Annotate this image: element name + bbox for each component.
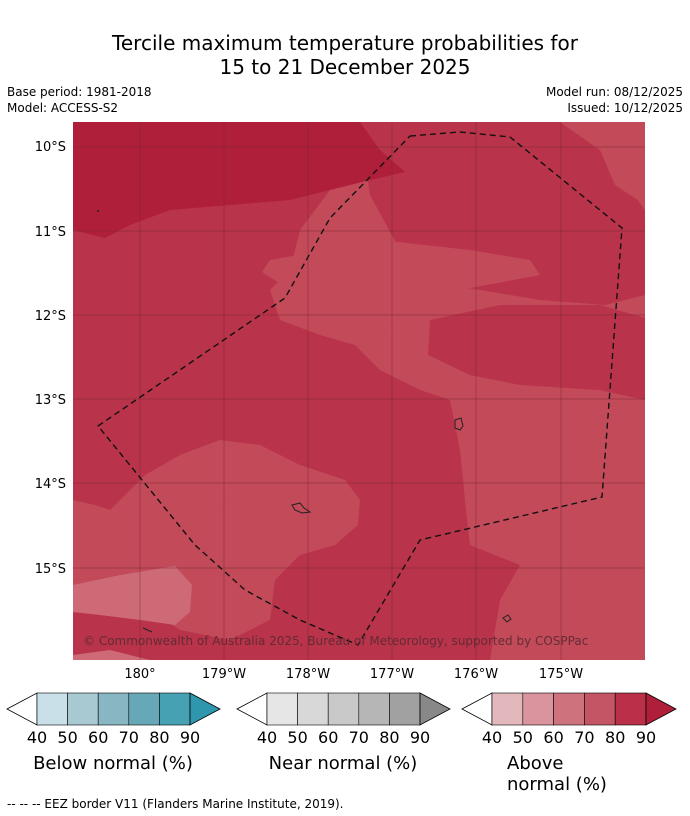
colorbar-tick-label: 50 <box>287 728 308 747</box>
region-70-80-lower-right <box>465 480 645 660</box>
lon-label: 179°W <box>202 667 246 682</box>
base-period: Base period: 1981-2018 <box>7 85 152 99</box>
eez-border <box>96 131 623 646</box>
model-run: Model run: 08/12/2025 <box>545 85 683 99</box>
eez-footnote: -- -- -- EEZ border V11 (Flanders Marine… <box>7 797 344 811</box>
meta-right: Model run: 08/12/2025 Issued: 10/12/2025 <box>546 84 683 116</box>
lat-labels: 10°S 11°S 12°S 13°S 14°S 15°S <box>35 140 66 577</box>
colorbar-segment <box>614 692 647 726</box>
lon-label: 178°W <box>286 667 330 682</box>
title-line-2: 15 to 21 December 2025 <box>219 55 471 79</box>
colorbar-segment <box>67 692 99 726</box>
colorbar-tick-label: 70 <box>118 728 139 747</box>
region-80-90-left <box>73 122 520 660</box>
colorbar-segment <box>159 692 191 726</box>
colorbar-segment <box>522 692 554 726</box>
colorbar-tick-label: 40 <box>481 728 503 747</box>
colorbar-extend-high <box>419 692 451 726</box>
colorbar-tick-label: 70 <box>348 728 369 747</box>
colorbar-tick-label: 50 <box>57 728 78 747</box>
lon-label: 175°W <box>539 667 583 682</box>
colorbar-extend-low <box>461 692 493 726</box>
lat-label: 11°S <box>35 225 66 240</box>
colorbar-tick-label: 90 <box>409 728 431 747</box>
region-70-80-topright <box>560 122 645 205</box>
chart-title: Tercile maximum temperature probabilitie… <box>0 31 690 79</box>
lat-label: 12°S <box>35 309 66 324</box>
colorbar-segment <box>389 692 421 726</box>
colorbar-segment <box>128 692 160 726</box>
colorbar-title: Below normal (%) <box>33 753 193 774</box>
map-area: © Commonwealth of Australia 2025, Bureau… <box>73 122 645 660</box>
colorbar-tick-label: 40 <box>26 728 48 747</box>
colorbar-title: Above normal (%) <box>507 753 607 795</box>
lon-label: 177°W <box>370 667 414 682</box>
lat-label: 13°S <box>35 393 66 408</box>
island-icon <box>97 210 99 212</box>
colorbar-tick-label: 90 <box>179 728 201 747</box>
colorbar-segment <box>358 692 390 726</box>
island-icon <box>454 417 464 431</box>
colorbar-extend-low <box>236 692 268 726</box>
colorbar-segment <box>553 692 585 726</box>
region-60-70 <box>73 566 192 625</box>
colorbar-tick-label: 80 <box>149 728 170 747</box>
island-icon <box>502 614 512 623</box>
colorbar-tick-label: 60 <box>318 728 339 747</box>
region-70-80-band <box>262 240 540 335</box>
colorbar-tick-label: 80 <box>379 728 400 747</box>
colorbar-extend-high <box>645 692 677 726</box>
lat-label: 14°S <box>35 477 66 492</box>
island-icon <box>291 502 312 514</box>
colorbar-segment <box>584 692 616 726</box>
colorbar-segment <box>97 692 130 726</box>
colorbars <box>6 692 677 726</box>
colorbar-extend-high <box>189 692 221 726</box>
colorbar-tick-label: 40 <box>256 728 278 747</box>
colorbar-tick-label: 80 <box>605 728 626 747</box>
colorbar-segment <box>297 692 329 726</box>
issued-date: Issued: 10/12/2025 <box>567 101 683 115</box>
colorbar-tick-label: 50 <box>512 728 533 747</box>
colorbar-tick-label: 70 <box>574 728 595 747</box>
colorbar-extend-low <box>6 692 38 726</box>
colorbar-segment <box>266 692 298 726</box>
region-80-90-right <box>428 305 645 400</box>
island-icon <box>142 627 153 633</box>
lat-label: 10°S <box>35 140 66 155</box>
colorbar-tick-label: 60 <box>88 728 109 747</box>
lon-label: 180° <box>124 667 155 682</box>
colorbar-title: Near normal (%) <box>268 753 418 774</box>
lon-labels: 180° 179°W 178°W 177°W 176°W 175°W <box>124 667 583 682</box>
gridlines <box>73 122 645 660</box>
colorbar-tick-label: 60 <box>543 728 564 747</box>
colorbar-segment <box>327 692 360 726</box>
lat-label: 15°S <box>35 562 66 577</box>
model-name: Model: ACCESS-S2 <box>7 101 119 115</box>
region-90-plus <box>73 122 405 238</box>
colorbar-segment <box>36 692 68 726</box>
colorbar-tick-label: 90 <box>635 728 657 747</box>
colorbar-segment <box>491 692 524 726</box>
title-line-1: Tercile maximum temperature probabilitie… <box>112 31 578 55</box>
lon-label: 176°W <box>454 667 498 682</box>
meta-left: Base period: 1981-2018 Model: ACCESS-S2 <box>7 84 152 116</box>
region-60-70-edge <box>73 650 150 660</box>
copyright-text: © Commonwealth of Australia 2025, Bureau… <box>83 634 588 648</box>
